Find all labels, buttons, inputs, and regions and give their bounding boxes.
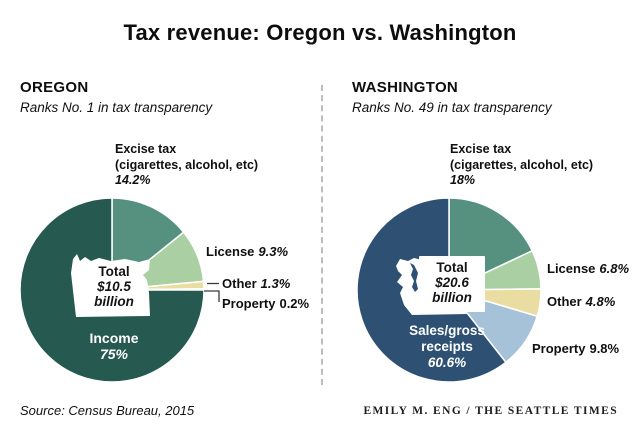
pie-chart-oregon xyxy=(19,197,205,383)
page-title: Tax revenue: Oregon vs. Washington xyxy=(123,20,517,45)
puget-sound-detail xyxy=(410,263,418,292)
leader-lines-oregon xyxy=(204,282,220,302)
oregon-state-silhouette xyxy=(71,254,150,317)
label-excise-washington-line1: Excise tax xyxy=(450,142,512,156)
label-license-oregon: License 9.3% xyxy=(206,244,289,259)
byline-credit: EMILY M. ENG / THE SEATTLE TIMES xyxy=(363,405,618,417)
panel-subtitle-oregon: Ranks No. 1 in tax transparency xyxy=(20,100,213,115)
leader-property xyxy=(204,290,220,302)
label-property-oregon: Property 0.2% xyxy=(222,296,310,311)
label-sales-washington: Sales/gross receipts 60.6% xyxy=(399,323,495,371)
total-word-washington: Total xyxy=(436,260,468,275)
label-income-oregon: Income 75% xyxy=(74,330,154,362)
label-income-pct: 75% xyxy=(99,346,129,362)
label-excise-oregon: Excise tax (cigarettes, alcohol, etc) 14… xyxy=(115,142,258,189)
total-word-oregon: Total xyxy=(98,264,130,279)
label-sales-pct: 60.6% xyxy=(427,355,467,370)
pie-chart-washington xyxy=(356,197,542,383)
label-excise-washington-line2: (cigarettes, alcohol, etc) xyxy=(450,157,594,172)
panel-title-washington: WASHINGTON xyxy=(352,79,459,96)
panel-divider xyxy=(321,85,323,385)
label-excise-oregon-pct: 14.2% xyxy=(115,173,151,187)
center-label-box-washington xyxy=(419,256,485,312)
source-note: Source: Census Bureau, 2015 xyxy=(20,403,195,418)
label-other-oregon: Other 1.3% xyxy=(222,276,291,291)
label-sales-name: Sales/gross receipts xyxy=(409,323,485,354)
pie-center-label-washington: Total $20.6 billion xyxy=(418,260,486,305)
total-amount-washington: $20.6 xyxy=(435,275,469,290)
panel-subtitle-washington: Ranks No. 49 in tax transparency xyxy=(352,100,552,115)
label-property-washington: Property 9.8% xyxy=(532,341,620,356)
total-unit-washington: billion xyxy=(432,290,472,305)
label-excise-washington-pct: 18% xyxy=(450,173,476,187)
label-income-name: Income xyxy=(89,330,139,346)
label-excise-oregon-line1: Excise tax xyxy=(115,142,177,156)
total-unit-oregon: billion xyxy=(94,294,134,309)
label-license-washington: License 6.8% xyxy=(547,261,630,276)
pie-center-label-oregon: Total $10.5 billion xyxy=(80,264,148,309)
label-other-washington: Other 4.8% xyxy=(547,294,616,309)
total-amount-oregon: $10.5 xyxy=(97,279,131,294)
panel-title-oregon: OREGON xyxy=(20,79,89,96)
pie-slice-income xyxy=(19,197,205,383)
label-excise-oregon-line2: (cigarettes, alcohol, etc) xyxy=(115,157,259,172)
label-excise-washington: Excise tax (cigarettes, alcohol, etc) 18… xyxy=(450,142,593,189)
